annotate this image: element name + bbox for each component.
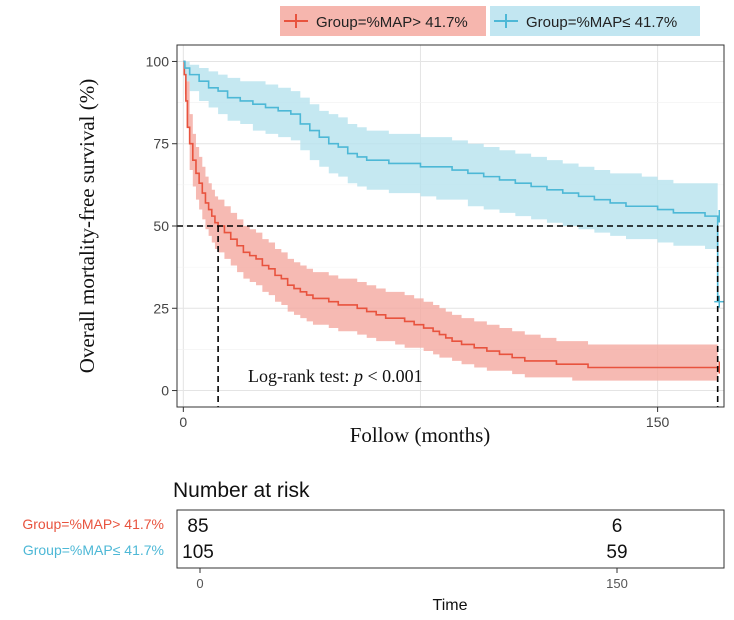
y-axis: 0 25 50 75 100: [146, 53, 177, 399]
median-lines: [177, 225, 719, 407]
legend-item-high[interactable]: Group=%MAP> 41.7%: [280, 6, 486, 36]
x-tick-label-150: 150: [646, 414, 670, 430]
ci-band-high: [183, 61, 718, 381]
x-axis-title: Follow (months): [350, 423, 491, 447]
y-tick-label-0: 0: [161, 383, 169, 399]
y-tick-label-50: 50: [153, 218, 169, 234]
legend-label-low: Group=%MAP≤ 41.7%: [526, 14, 677, 31]
legend: Group=%MAP> 41.7% Group=%MAP≤ 41.7%: [280, 6, 700, 36]
x-tick-label-0: 0: [179, 414, 187, 430]
ci-band-low: [183, 61, 718, 250]
risk-count-low-150: 59: [606, 542, 627, 563]
confidence-bands: [183, 61, 718, 381]
legend-item-low[interactable]: Group=%MAP≤ 41.7%: [490, 6, 700, 36]
risk-row-label-high: Group=%MAP> 41.7%: [22, 516, 164, 532]
risk-count-high-0: 85: [187, 516, 208, 537]
y-tick-label-75: 75: [153, 136, 169, 152]
log-rank-p: p: [352, 366, 363, 386]
legend-key-high-bg: [280, 6, 486, 36]
y-tick-label-25: 25: [153, 300, 169, 316]
log-rank-annotation: Log-rank test: p < 0.001: [248, 366, 423, 386]
survival-curve-low: [183, 60, 719, 302]
legend-label-high: Group=%MAP> 41.7%: [316, 14, 468, 31]
risk-tick-label-0: 0: [196, 576, 203, 591]
x-axis: 0 150: [179, 407, 669, 430]
log-rank-suffix: < 0.001: [363, 366, 423, 386]
risk-row-label-low: Group=%MAP≤ 41.7%: [23, 542, 164, 558]
survival-curve-high: [183, 60, 718, 369]
risk-count-low-0: 105: [182, 542, 214, 563]
censor-marks: [714, 210, 725, 374]
survival-curves: [183, 60, 719, 369]
risk-table-panel: [176, 509, 725, 569]
y-tick-label-100: 100: [146, 53, 170, 69]
risk-table-title: Number at risk: [173, 479, 310, 502]
log-rank-prefix: Log-rank test:: [248, 366, 354, 386]
risk-tick-label-150: 150: [606, 576, 628, 591]
risk-count-high-150: 6: [612, 516, 623, 537]
risk-table-x-title: Time: [433, 597, 468, 614]
y-axis-title: Overall mortality-free survival (%): [75, 79, 99, 373]
legend-key-low-bg: [490, 6, 700, 36]
